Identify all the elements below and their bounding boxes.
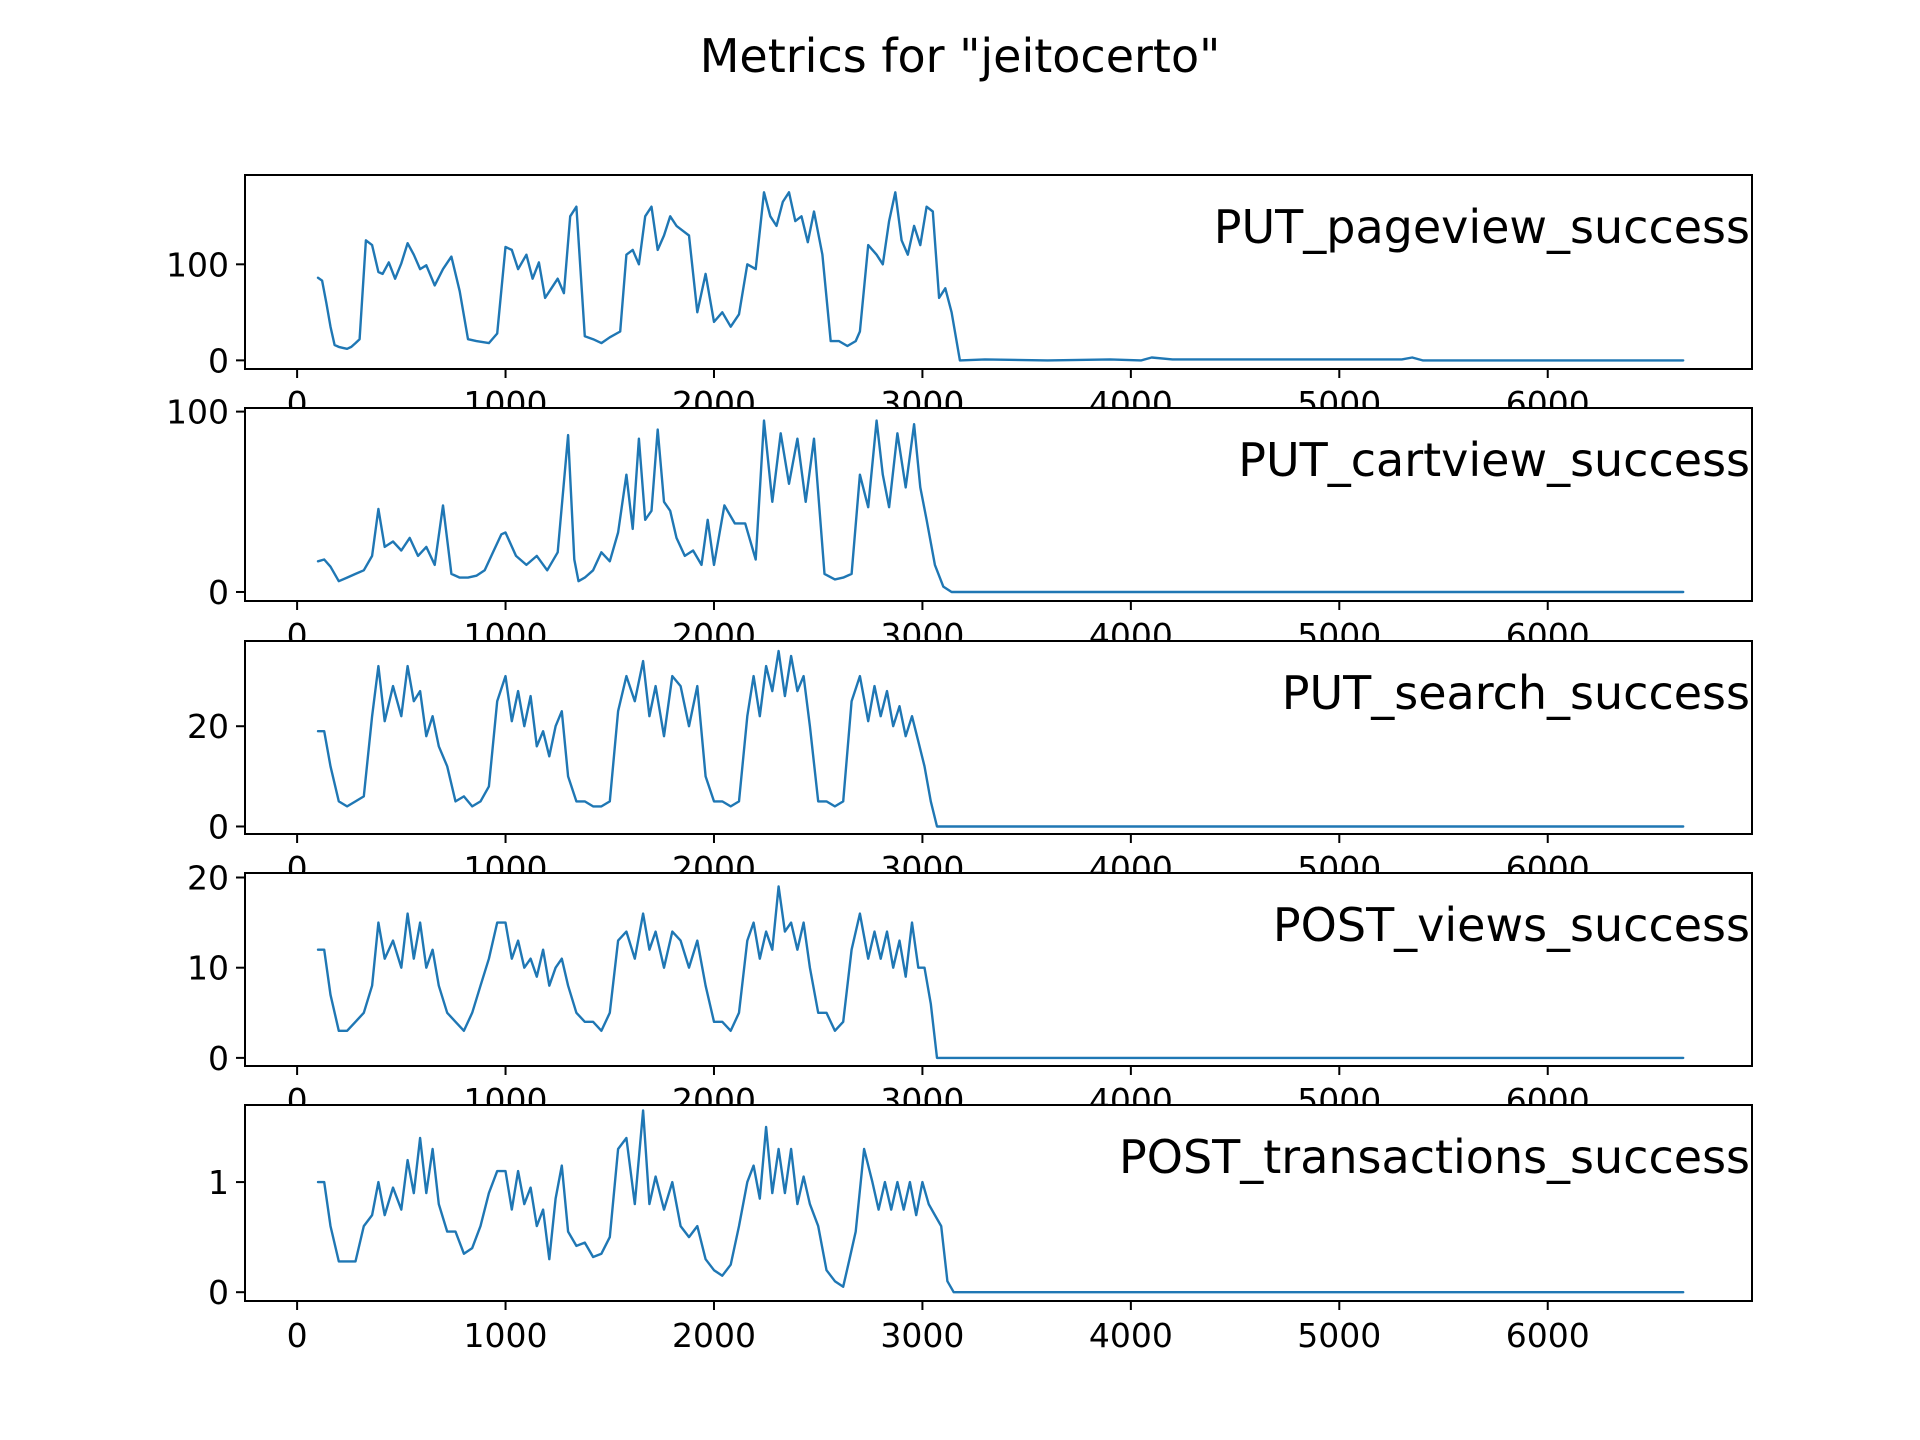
x-tick-label: 2000 <box>672 1316 756 1355</box>
series-label-3: PUT_search_success <box>1282 666 1750 720</box>
x-tick-label: 0 <box>287 1316 308 1355</box>
series-label-1: PUT_pageview_success <box>1214 200 1750 254</box>
y-tick-label: 0 <box>208 341 229 380</box>
axes-frame-1 <box>244 174 1753 370</box>
subplot-5: 0 1000 2000 3000 4000 5000 6000 0 1 POST_transact… <box>208 1104 1753 1355</box>
series-label-5: POST_transactions_success <box>1119 1130 1750 1184</box>
y-tick-label: 1 <box>208 1163 229 1202</box>
y-tick-label: 100 <box>166 393 229 432</box>
y-tick-label: 0 <box>208 1039 229 1078</box>
subplot-3: 0 1000 2000 3000 4000 5000 6000020PUT_search_s… <box>187 640 1753 888</box>
series-line-1 <box>316 191 1685 362</box>
axes-frame-4 <box>244 872 1753 1067</box>
x-tick-label: 5000 <box>1297 1316 1381 1355</box>
x-tick-label: 4000 <box>1089 1316 1173 1355</box>
subplots: 0 1000 2000 3000 4000 5000 60000100PUT_pagevie… <box>166 174 1753 1355</box>
x-tick-label: 6000 <box>1506 1316 1590 1355</box>
series-line-2 <box>316 419 1685 594</box>
series-line-5 <box>316 1109 1685 1294</box>
axes-frame-2 <box>244 407 1753 602</box>
figure-title: Metrics for "jeitocerto" <box>700 29 1221 83</box>
series-line-4 <box>316 885 1685 1060</box>
x-tick-label: 3000 <box>880 1316 964 1355</box>
y-tick-label: 20 <box>187 859 229 898</box>
series-line-3 <box>316 649 1685 828</box>
series-label-2: PUT_cartview_success <box>1238 433 1750 487</box>
y-tick-label: 0 <box>208 807 229 846</box>
subplot-2: 0 1000 2000 3000 4000 5000 60000100PUT_cartvie… <box>166 393 1753 655</box>
axes-background-5 <box>245 1105 1752 1301</box>
axes-frame-5 <box>244 1104 1753 1302</box>
y-tick-label: 0 <box>208 1273 229 1312</box>
x-tick-label: 1000 <box>464 1316 548 1355</box>
axes-background-2 <box>245 408 1752 601</box>
y-tick-label: 20 <box>187 707 229 746</box>
axes-background-4 <box>245 873 1752 1066</box>
y-tick-label: 10 <box>187 949 229 988</box>
series-label-4: POST_views_success <box>1273 898 1750 952</box>
axes-frame-3 <box>244 640 1753 835</box>
y-tick-label: 0 <box>208 573 229 612</box>
axes-background-3 <box>245 641 1752 834</box>
y-tick-label: 100 <box>166 245 229 284</box>
